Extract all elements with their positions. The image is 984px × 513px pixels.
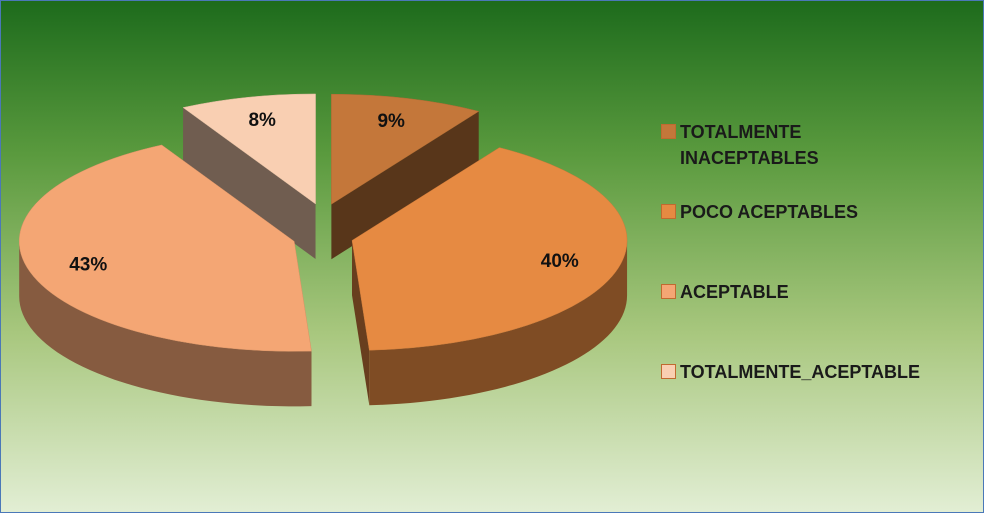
legend-swatch — [661, 284, 676, 299]
legend-label: ACEPTABLE — [680, 282, 789, 302]
slice — [351, 147, 628, 351]
data-label: 43% — [69, 254, 107, 275]
data-label: 8% — [248, 110, 276, 131]
slice-side — [183, 107, 316, 259]
slice — [331, 93, 480, 205]
slice — [18, 144, 312, 352]
legend-label: POCO ACEPTABLES — [680, 202, 859, 222]
legend-item: POCO ACEPTABLES — [661, 199, 861, 225]
legend-swatch — [661, 204, 676, 219]
data-label: 9% — [377, 111, 405, 132]
legend-item: TOTALMENTE_ACEPTABLE — [661, 359, 920, 385]
legend-item: TOTALMENTE INACEPTABLES — [661, 119, 861, 171]
slice — [182, 93, 316, 205]
data-label: 40% — [541, 251, 579, 272]
legend-swatch — [661, 364, 676, 379]
slice-side — [331, 111, 479, 260]
legend-label: TOTALMENTE_ACEPTABLE — [680, 362, 921, 382]
legend-swatch — [661, 124, 676, 139]
slice-side — [352, 240, 370, 406]
legend-item: ACEPTABLE — [661, 279, 861, 305]
slice-side — [369, 240, 628, 406]
legend-label: TOTALMENTE INACEPTABLES — [680, 122, 819, 168]
slice-side — [19, 241, 312, 407]
